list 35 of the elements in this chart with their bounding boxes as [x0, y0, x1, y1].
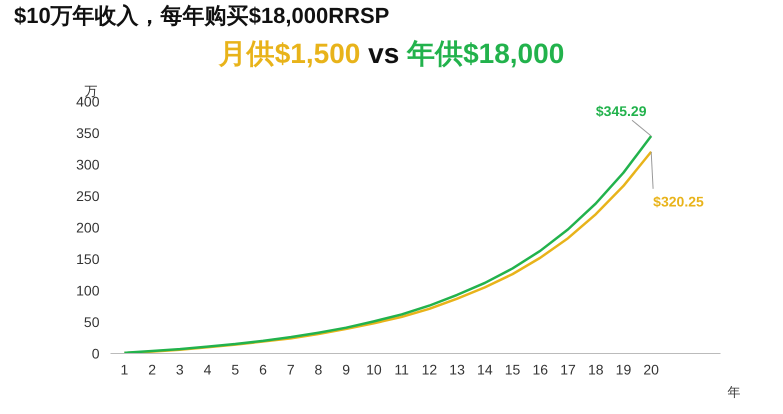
x-tick-label: 12 — [422, 362, 438, 378]
x-tick-label: 11 — [394, 362, 410, 378]
x-tick-label: 4 — [204, 362, 212, 378]
x-tick-label: 3 — [176, 362, 184, 378]
y-tick-label: 0 — [92, 346, 100, 362]
x-tick-label: 20 — [643, 362, 660, 378]
y-tick-label: 200 — [76, 220, 100, 236]
x-tick-label: 19 — [616, 362, 632, 378]
x-tick-label: 1 — [120, 362, 128, 378]
chart-subtitle: vs — [367, 38, 400, 69]
x-tick-label: 13 — [449, 362, 466, 378]
y-tick-label: 150 — [76, 251, 100, 267]
x-axis-title: 年 — [728, 384, 740, 400]
x-tick-label: 8 — [314, 362, 323, 378]
x-tick-label: 16 — [532, 362, 548, 378]
x-tick-label: 2 — [148, 362, 156, 378]
x-tick-label: 17 — [560, 362, 576, 378]
y-tick-label: 350 — [76, 125, 100, 141]
y-tick-label: 300 — [76, 156, 100, 172]
x-tick-label: 6 — [259, 362, 268, 378]
x-tick-label: 14 — [477, 362, 493, 378]
x-tick-label: 9 — [342, 362, 350, 378]
x-tick-label: 7 — [286, 362, 295, 378]
x-tick-label: 5 — [231, 362, 240, 378]
x-tick-label: 18 — [588, 362, 604, 378]
y-tick-label: 250 — [76, 188, 100, 204]
y-tick-label: 50 — [84, 314, 100, 330]
x-tick-label: 15 — [504, 362, 521, 378]
annotation: $345.29 — [596, 102, 647, 119]
text: 年供$18,000 — [407, 38, 564, 69]
chart-title: $10万年收入，每年购买$18,000RRSP — [14, 3, 390, 28]
y-tick-label: 100 — [76, 282, 100, 298]
annotation: $320.25 — [653, 194, 704, 210]
x-tick-label: 10 — [366, 362, 382, 378]
text: 月供$1,500 — [218, 38, 360, 69]
